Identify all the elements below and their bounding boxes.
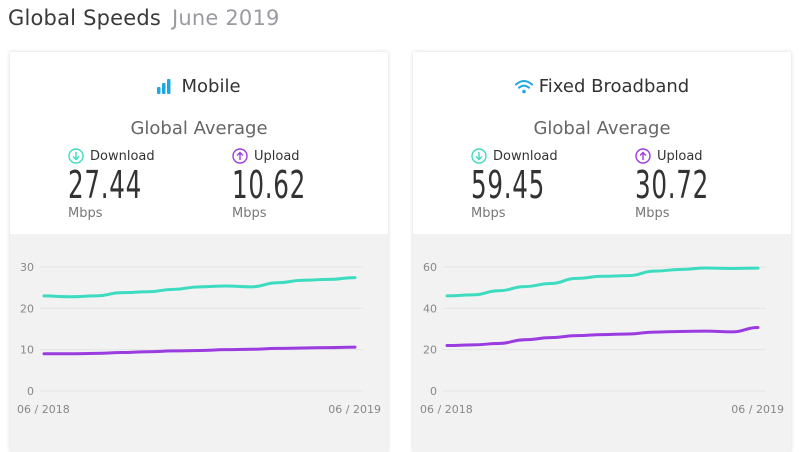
y-tick-label: 0 — [27, 385, 34, 398]
fixed-download-metric: Download 59.45 Mbps — [471, 148, 591, 221]
fixed-download-label-text: Download — [493, 148, 558, 164]
fixed-upload-metric: Upload 30.72 Mbps — [635, 148, 755, 221]
fixed-upload-label-text: Upload — [657, 148, 703, 164]
y-tick-label: 30 — [20, 261, 34, 274]
y-tick-label: 20 — [20, 302, 34, 315]
signal-bars-icon — [157, 77, 175, 99]
upload-arrow-icon — [635, 148, 651, 164]
fixed-download-label: Download — [471, 148, 591, 164]
download-series-line — [42, 276, 357, 299]
y-tick-label: 20 — [423, 344, 437, 357]
wifi-icon — [514, 78, 533, 99]
mobile-upload-metric: Upload 10.62 Mbps — [232, 148, 352, 221]
fixed-upload-unit: Mbps — [635, 206, 670, 221]
x-tick-label-end: 06 / 2019 — [731, 403, 784, 416]
mobile-upload-value: 10.62 — [232, 163, 307, 207]
fixed-global-average-label: Global Average — [533, 118, 671, 139]
mobile-card-title-text: Mobile — [181, 76, 241, 97]
mobile-global-average-label: Global Average — [130, 118, 268, 139]
fixed-download-value: 59.45 — [471, 163, 546, 207]
page-title: Global Speeds June 2019 — [8, 6, 280, 30]
download-arrow-icon — [68, 148, 84, 164]
fixed-download-unit: Mbps — [471, 206, 506, 221]
mobile-download-label: Download — [68, 148, 188, 164]
upload-arrow-icon — [232, 148, 248, 164]
mobile-chart-area: 0 10 20 30 06 / 2018 06 / 2019 — [10, 234, 388, 452]
fixed-upload-value: 30.72 — [635, 163, 710, 207]
x-tick-label-start: 06 / 2018 — [420, 403, 473, 416]
fixed-card-title-text: Fixed Broadband — [538, 76, 690, 97]
fixed-speed-chart: 0 20 40 60 06 / 2018 06 / 2019 — [420, 261, 784, 416]
fixed-chart-area: 0 20 40 60 06 / 2018 06 / 2019 — [413, 234, 791, 452]
fixed-card-header: Fixed Broadband Global Average Download … — [413, 52, 791, 234]
mobile-upload-label: Upload — [232, 148, 352, 164]
y-tick-label: 0 — [430, 385, 437, 398]
page-title-date: June 2019 — [171, 6, 280, 30]
fixed-broadband-card: Fixed Broadband Global Average Download … — [413, 52, 791, 452]
upload-series-line — [42, 345, 357, 356]
mobile-download-unit: Mbps — [68, 206, 103, 221]
download-series-line — [445, 266, 760, 298]
y-tick-label: 10 — [20, 344, 34, 357]
mobile-download-metric: Download 27.44 Mbps — [68, 148, 188, 221]
mobile-upload-label-text: Upload — [254, 148, 300, 164]
download-arrow-icon — [471, 148, 487, 164]
mobile-card: Mobile Global Average Download 27.44 Mbp… — [10, 52, 388, 452]
fixed-card-title: Fixed Broadband — [413, 76, 791, 99]
mobile-speed-chart: 0 10 20 30 06 / 2018 06 / 2019 — [17, 261, 381, 416]
x-tick-label-end: 06 / 2019 — [328, 403, 381, 416]
mobile-download-label-text: Download — [90, 148, 155, 164]
mobile-card-title: Mobile — [10, 76, 388, 99]
mobile-card-header: Mobile Global Average Download 27.44 Mbp… — [10, 52, 388, 234]
x-tick-label-start: 06 / 2018 — [17, 403, 70, 416]
page-title-main: Global Speeds — [8, 6, 162, 30]
upload-series-line — [445, 326, 760, 348]
mobile-download-value: 27.44 — [68, 163, 143, 207]
mobile-upload-unit: Mbps — [232, 206, 267, 221]
y-tick-label: 40 — [423, 302, 437, 315]
fixed-upload-label: Upload — [635, 148, 755, 164]
y-tick-label: 60 — [423, 261, 437, 274]
